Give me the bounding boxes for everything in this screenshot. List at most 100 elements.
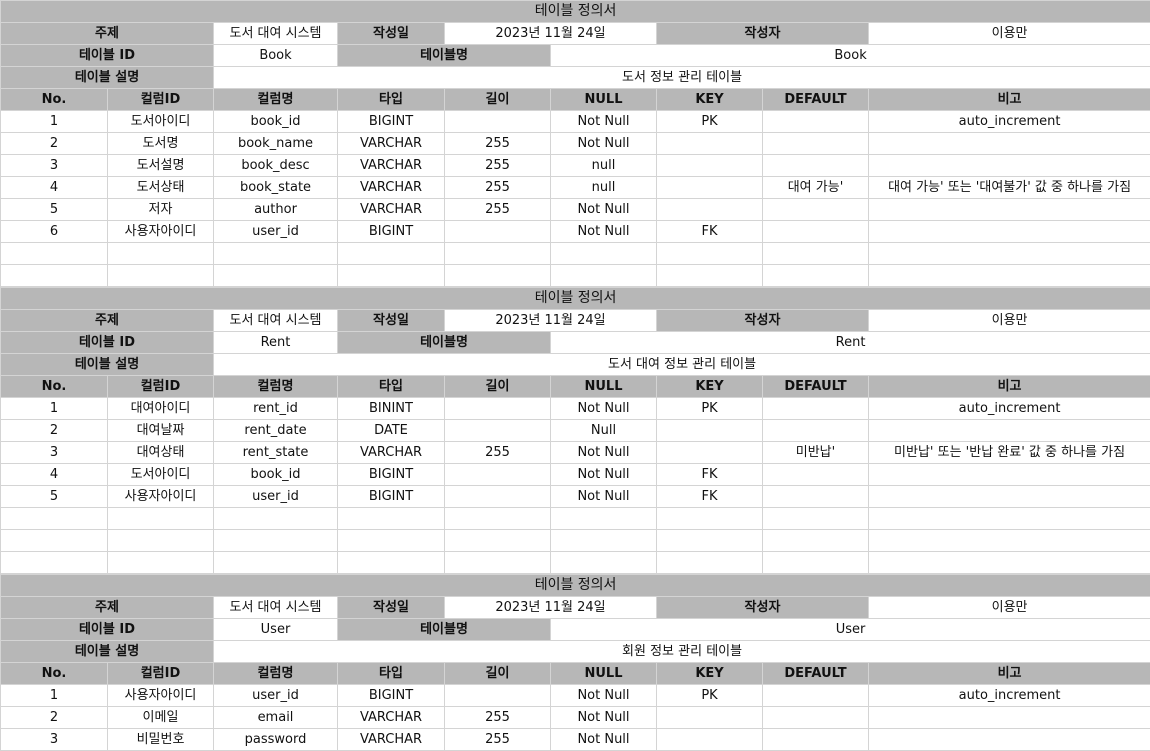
table-cell[interactable] — [869, 155, 1150, 177]
table-cell[interactable]: null — [551, 155, 657, 177]
table-cell[interactable] — [763, 221, 869, 243]
table-cell[interactable]: 사용자아이디 — [108, 221, 214, 243]
empty-cell[interactable] — [1, 530, 108, 552]
empty-cell[interactable] — [657, 265, 763, 287]
table-cell[interactable]: BIGINT — [338, 486, 445, 508]
column-header[interactable]: 컬럼ID — [108, 376, 214, 398]
table-cell[interactable]: auto_increment — [869, 111, 1150, 133]
table-cell[interactable]: 255 — [445, 133, 551, 155]
table-cell[interactable]: book_desc — [214, 155, 338, 177]
table-cell[interactable]: 도서설명 — [108, 155, 214, 177]
column-header[interactable]: 타입 — [338, 376, 445, 398]
table-id-value[interactable]: Book — [214, 45, 338, 67]
table-cell[interactable]: BIGINT — [338, 685, 445, 707]
doc-title[interactable]: 테이블 정의서 — [1, 288, 1150, 310]
table-cell[interactable]: author — [214, 199, 338, 221]
table-cell[interactable]: auto_increment — [869, 398, 1150, 420]
table-name-value[interactable]: User — [551, 619, 1150, 641]
table-cell[interactable]: FK — [657, 221, 763, 243]
table-cell[interactable] — [869, 486, 1150, 508]
empty-cell[interactable] — [551, 265, 657, 287]
empty-cell[interactable] — [657, 508, 763, 530]
table-cell[interactable]: Not Null — [551, 707, 657, 729]
table-cell[interactable]: BININT — [338, 398, 445, 420]
empty-cell[interactable] — [108, 508, 214, 530]
table-cell[interactable]: 255 — [445, 199, 551, 221]
table-cell[interactable]: rent_date — [214, 420, 338, 442]
table-desc-value[interactable]: 도서 정보 관리 테이블 — [214, 67, 1150, 89]
empty-cell[interactable] — [214, 265, 338, 287]
table-cell[interactable] — [445, 221, 551, 243]
table-cell[interactable]: book_state — [214, 177, 338, 199]
column-header[interactable]: DEFAULT — [763, 663, 869, 685]
table-cell[interactable] — [763, 685, 869, 707]
table-cell[interactable]: book_id — [214, 464, 338, 486]
table-cell[interactable]: Null — [551, 420, 657, 442]
table-cell[interactable]: PK — [657, 685, 763, 707]
table-cell[interactable]: 255 — [445, 707, 551, 729]
table-cell[interactable] — [657, 155, 763, 177]
table-cell[interactable]: BIGINT — [338, 221, 445, 243]
table-cell[interactable]: DATE — [338, 420, 445, 442]
author-value[interactable]: 이용만 — [869, 23, 1150, 45]
column-header[interactable]: 타입 — [338, 663, 445, 685]
empty-cell[interactable] — [869, 265, 1150, 287]
author-value[interactable]: 이용만 — [869, 597, 1150, 619]
table-cell[interactable]: FK — [657, 464, 763, 486]
column-header[interactable]: 길이 — [445, 663, 551, 685]
table-cell[interactable]: 대여 가능' — [763, 177, 869, 199]
table-cell[interactable]: 도서상태 — [108, 177, 214, 199]
table-cell[interactable]: 2 — [1, 707, 108, 729]
column-header[interactable]: 컬럼ID — [108, 89, 214, 111]
table-cell[interactable]: BIGINT — [338, 111, 445, 133]
table-cell[interactable]: rent_id — [214, 398, 338, 420]
table-cell[interactable]: 미반납' 또는 '반납 완료' 값 중 하나를 가짐 — [869, 442, 1150, 464]
table-cell[interactable]: 1 — [1, 398, 108, 420]
table-cell[interactable]: 대여날짜 — [108, 420, 214, 442]
table-cell[interactable] — [869, 707, 1150, 729]
table-name-label[interactable]: 테이블명 — [338, 45, 551, 67]
column-header[interactable]: 컬럼ID — [108, 663, 214, 685]
column-header[interactable]: No. — [1, 376, 108, 398]
empty-cell[interactable] — [108, 243, 214, 265]
author-label[interactable]: 작성자 — [657, 597, 869, 619]
table-cell[interactable]: PK — [657, 111, 763, 133]
doc-title[interactable]: 테이블 정의서 — [1, 1, 1150, 23]
table-cell[interactable] — [763, 729, 869, 751]
column-header[interactable]: NULL — [551, 89, 657, 111]
table-cell[interactable]: 미반납' — [763, 442, 869, 464]
table-cell[interactable]: 대여상태 — [108, 442, 214, 464]
table-cell[interactable] — [445, 420, 551, 442]
empty-cell[interactable] — [869, 552, 1150, 574]
table-name-label[interactable]: 테이블명 — [338, 332, 551, 354]
column-header[interactable]: DEFAULT — [763, 376, 869, 398]
table-id-label[interactable]: 테이블 ID — [1, 619, 214, 641]
table-cell[interactable] — [763, 707, 869, 729]
table-cell[interactable]: 6 — [1, 221, 108, 243]
table-cell[interactable] — [445, 111, 551, 133]
table-desc-label[interactable]: 테이블 설명 — [1, 67, 214, 89]
table-cell[interactable] — [445, 685, 551, 707]
subject-label[interactable]: 주제 — [1, 310, 214, 332]
table-cell[interactable]: rent_state — [214, 442, 338, 464]
table-cell[interactable]: user_id — [214, 486, 338, 508]
table-cell[interactable]: Not Null — [551, 486, 657, 508]
column-header[interactable]: 길이 — [445, 376, 551, 398]
table-cell[interactable]: Not Null — [551, 111, 657, 133]
table-cell[interactable] — [657, 199, 763, 221]
column-header[interactable]: 비고 — [869, 89, 1150, 111]
table-cell[interactable]: 도서명 — [108, 133, 214, 155]
empty-cell[interactable] — [445, 530, 551, 552]
table-cell[interactable]: FK — [657, 486, 763, 508]
table-cell[interactable]: Not Null — [551, 442, 657, 464]
table-cell[interactable]: 255 — [445, 177, 551, 199]
table-cell[interactable]: VARCHAR — [338, 199, 445, 221]
table-cell[interactable]: Not Null — [551, 464, 657, 486]
table-cell[interactable]: 255 — [445, 442, 551, 464]
table-cell[interactable] — [763, 155, 869, 177]
table-cell[interactable]: VARCHAR — [338, 155, 445, 177]
column-header[interactable]: 컬럼명 — [214, 376, 338, 398]
table-cell[interactable] — [763, 486, 869, 508]
table-cell[interactable]: Not Null — [551, 398, 657, 420]
table-cell[interactable] — [763, 398, 869, 420]
